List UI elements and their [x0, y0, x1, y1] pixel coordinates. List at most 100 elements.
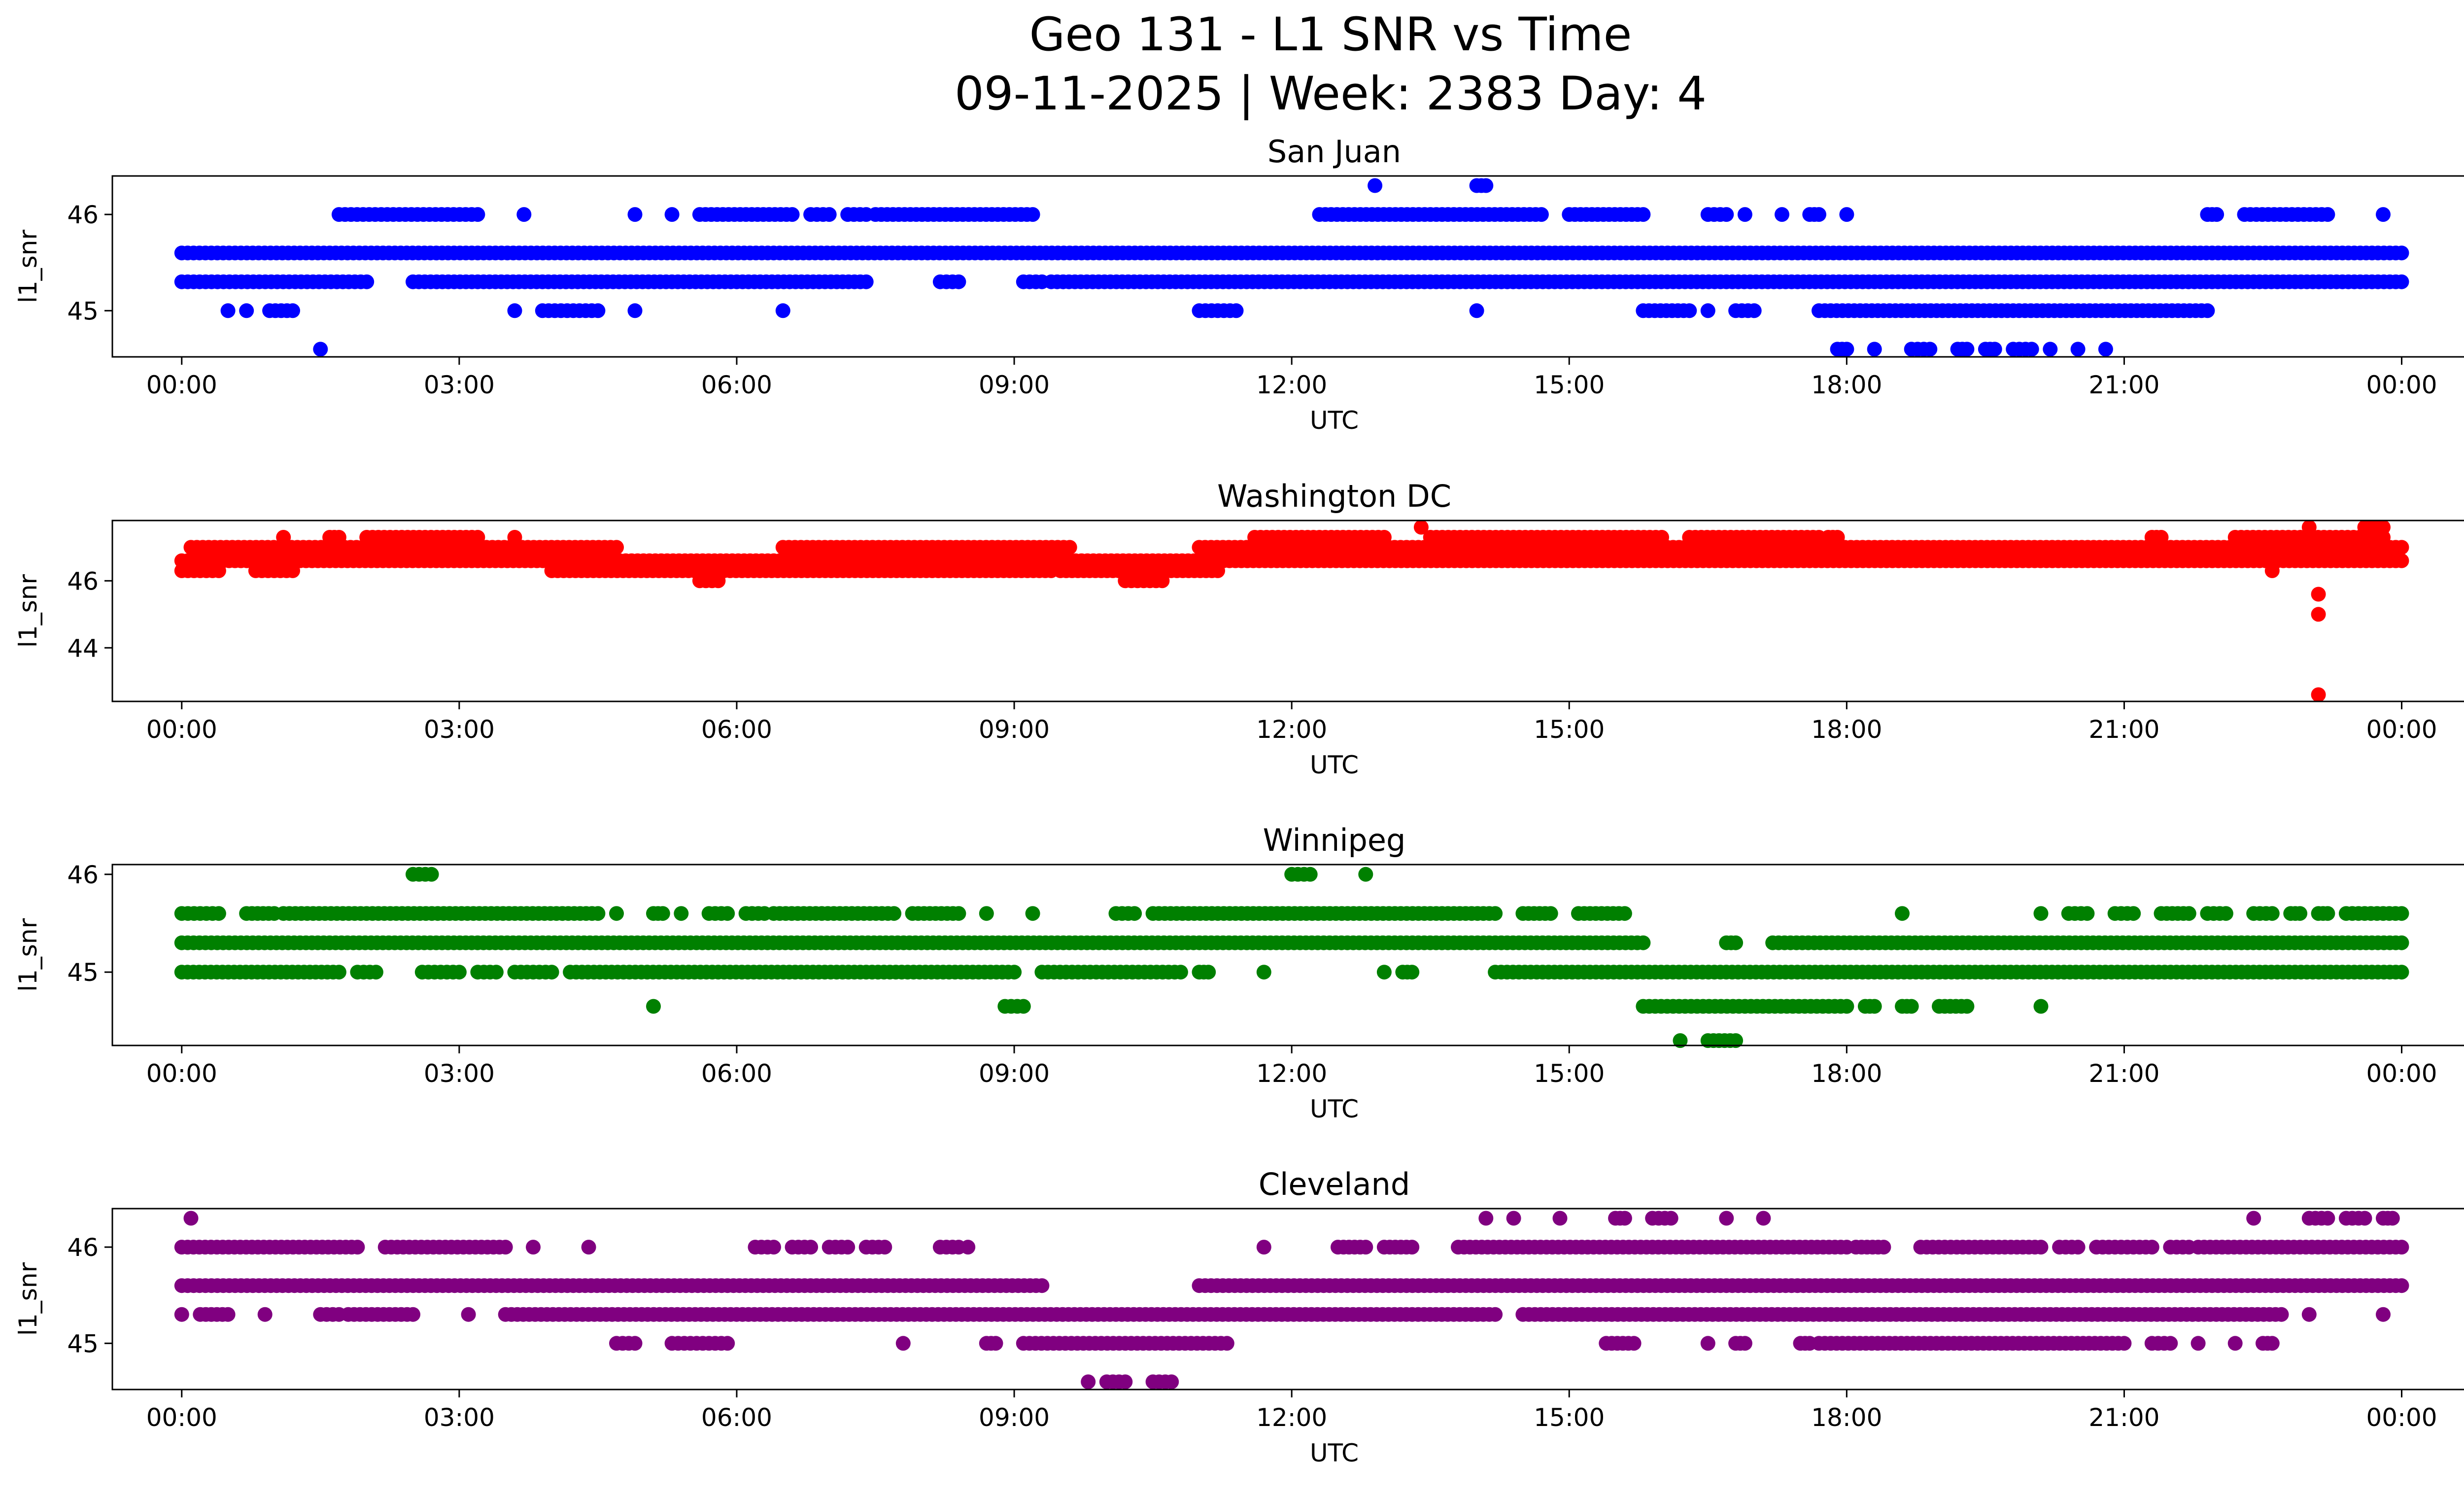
data-point	[1488, 1307, 1503, 1322]
x-axis-label: UTC	[1310, 406, 1359, 435]
data-point	[1746, 303, 1762, 318]
data-point	[2024, 342, 2039, 357]
subplot-san-juan: San Juan 00:00 03:00 06:00 09:00 12:00 15:00 18…	[14, 134, 2464, 435]
data-point	[2311, 587, 2326, 602]
x-tick-label: 03:00	[424, 371, 495, 399]
data-point	[461, 1307, 476, 1322]
data-point	[2181, 906, 2196, 921]
data-point	[590, 906, 606, 921]
data-point	[646, 999, 661, 1014]
x-axis-label: UTC	[1310, 751, 1359, 779]
data-point	[1488, 906, 1503, 921]
data-point	[544, 965, 559, 980]
subplot-title: Winnipeg	[1263, 822, 1406, 858]
data-point	[331, 530, 346, 545]
x-tick-label: 12:00	[1256, 1059, 1327, 1088]
data-point	[1025, 906, 1040, 921]
data-point	[1201, 965, 1216, 980]
data-point	[1895, 906, 1910, 921]
data-point	[1682, 303, 1697, 318]
x-tick-label: 00:00	[146, 1059, 217, 1088]
data-point	[2246, 1211, 2261, 1226]
data-point	[2154, 530, 2169, 545]
data-point	[720, 906, 735, 921]
y-tick-label: 45	[67, 1329, 99, 1358]
x-axis-label: UTC	[1310, 1439, 1359, 1467]
data-point	[988, 1336, 1003, 1351]
data-point	[1368, 178, 1383, 193]
data-point	[2376, 520, 2391, 535]
data-point	[1173, 965, 1188, 980]
data-point	[2209, 207, 2224, 222]
data-point	[581, 1240, 596, 1255]
y-tick-label: 45	[67, 297, 99, 325]
data-point	[2043, 342, 2058, 357]
data-point	[276, 530, 291, 545]
data-point	[1922, 342, 1938, 357]
data-point	[516, 207, 532, 222]
x-tick-label: 21:00	[2088, 1403, 2159, 1432]
data-point	[803, 1240, 819, 1255]
data-point	[1617, 906, 1632, 921]
data-point	[627, 1336, 643, 1351]
data-point	[2394, 935, 2409, 950]
data-point	[2200, 303, 2215, 318]
x-tick-label: 00:00	[2366, 371, 2437, 399]
data-point	[2311, 607, 2326, 622]
data-point	[821, 207, 837, 222]
data-point	[609, 906, 624, 921]
x-tick-label: 18:00	[1811, 1403, 1882, 1432]
data-point	[1663, 1211, 1678, 1226]
data-point	[895, 1336, 911, 1351]
data-point	[1358, 1240, 1373, 1255]
data-point	[183, 1211, 199, 1226]
data-point	[711, 573, 726, 589]
data-point	[2394, 245, 2409, 261]
x-tick-label: 18:00	[1811, 371, 1882, 399]
data-point	[1413, 520, 1429, 535]
x-tick-label: 03:00	[424, 1403, 495, 1432]
data-point	[627, 207, 643, 222]
data-point	[1229, 303, 1244, 318]
x-tick-label: 21:00	[2088, 1059, 2159, 1088]
data-point	[1062, 540, 1077, 555]
data-point	[1839, 999, 1854, 1014]
data-point	[1626, 1336, 1642, 1351]
scatter-series	[174, 1211, 2409, 1390]
data-point	[2394, 274, 2409, 289]
x-tick-label: 03:00	[424, 1059, 495, 1088]
data-point	[470, 530, 485, 545]
data-point	[2117, 1336, 2132, 1351]
y-axis-label: l1_snr	[14, 918, 42, 992]
data-point	[406, 1307, 420, 1322]
x-tick-label: 09:00	[979, 1059, 1050, 1088]
data-point	[1552, 1211, 1568, 1226]
data-point	[1118, 1374, 1133, 1390]
data-point	[211, 906, 226, 921]
data-point	[2385, 1211, 2400, 1226]
axes-frame	[111, 520, 2464, 702]
data-point	[1534, 207, 1549, 222]
data-point	[2394, 906, 2409, 921]
data-point	[1700, 1336, 1715, 1351]
data-point	[2320, 906, 2335, 921]
x-tick-label: 21:00	[2088, 371, 2159, 399]
x-tick-label: 15:00	[1534, 1403, 1605, 1432]
data-point	[1256, 965, 1271, 980]
x-tick-label: 06:00	[701, 1059, 772, 1088]
data-point	[1636, 207, 1651, 222]
data-point	[1469, 303, 1484, 318]
data-point	[2163, 1336, 2178, 1351]
x-tick-label: 18:00	[1811, 715, 1882, 744]
data-point	[2394, 1240, 2409, 1255]
data-point	[257, 1307, 273, 1322]
x-tick-label: 21:00	[2088, 715, 2159, 744]
data-point	[979, 906, 994, 921]
data-point	[1358, 867, 1373, 882]
data-point	[2394, 1278, 2409, 1293]
data-point	[2311, 687, 2326, 702]
x-tick-label: 00:00	[146, 1403, 217, 1432]
data-point	[2218, 906, 2233, 921]
data-point	[1164, 1374, 1179, 1390]
data-point	[2293, 906, 2308, 921]
